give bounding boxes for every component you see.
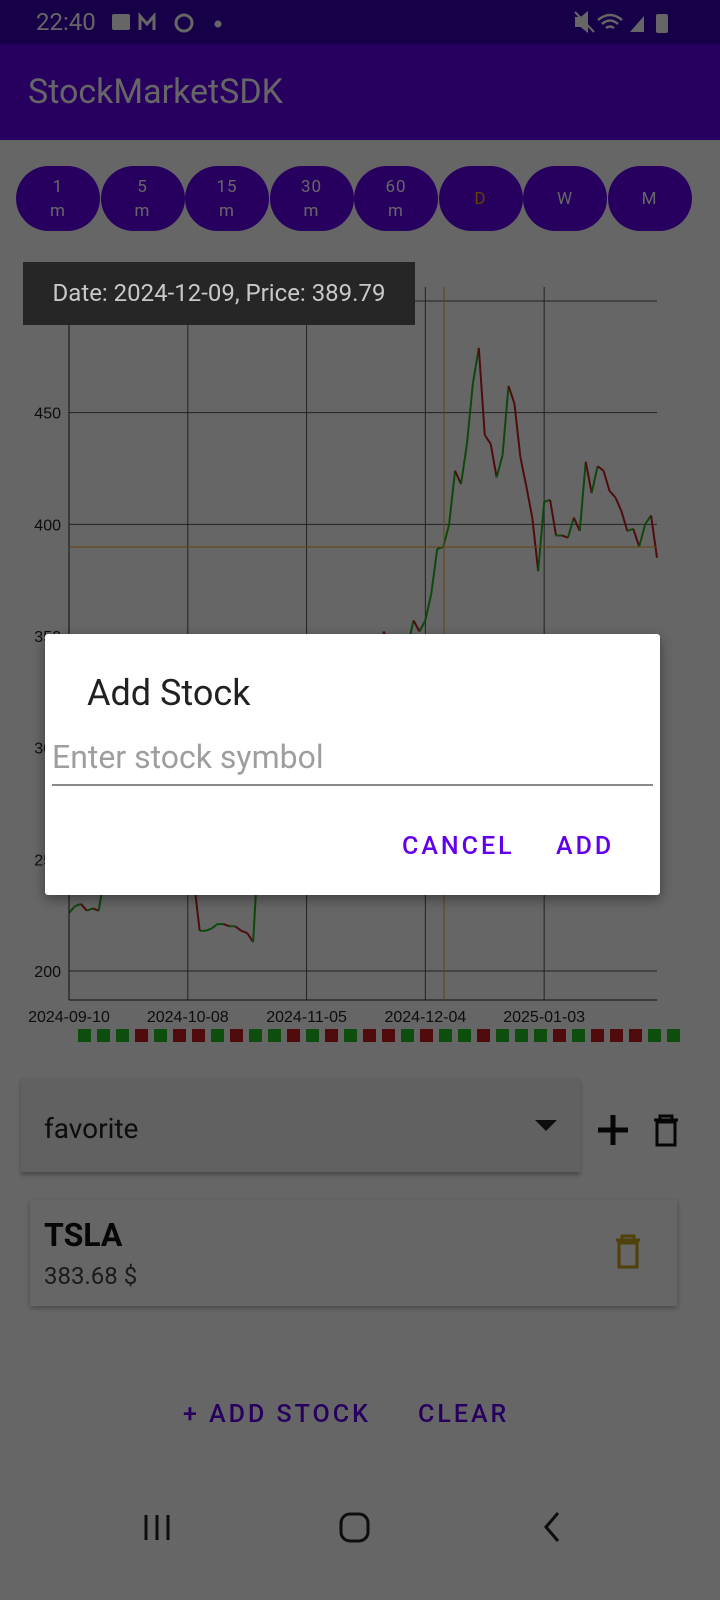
dialog: Add Stock Enter stock symbol CANCEL ADD	[45, 634, 660, 895]
dialog-title: Add Stock	[87, 672, 251, 714]
cancel-button[interactable]: CANCEL	[402, 832, 515, 861]
symbol-input[interactable]: Enter stock symbol	[52, 738, 653, 786]
add-button[interactable]: ADD	[556, 832, 615, 861]
chart-tooltip: Date: 2024-12-09, Price: 389.79	[23, 262, 415, 325]
input-placeholder: Enter stock symbol	[52, 738, 324, 776]
